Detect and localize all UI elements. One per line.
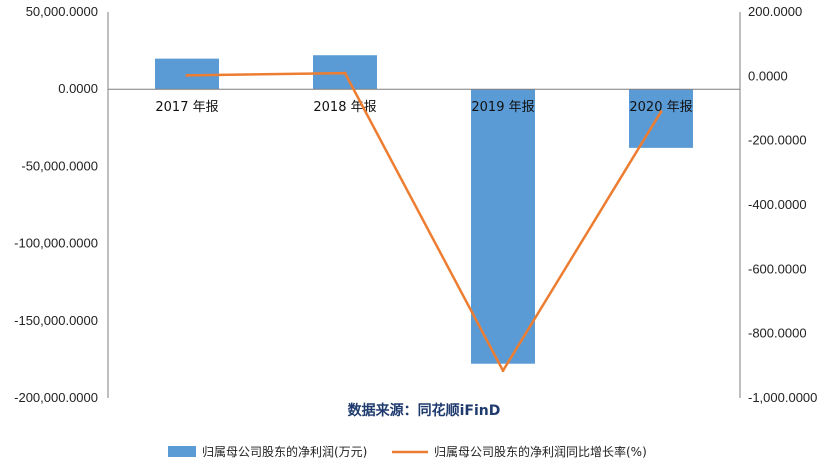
bar-series bbox=[155, 55, 693, 364]
left-tick-label: 0.0000 bbox=[58, 81, 98, 96]
category-labels: 2017 年报 2018 年报 2019 年报 2020 年报 bbox=[155, 100, 692, 115]
legend: 归属母公司股东的净利润(万元) 归属母公司股东的净利润同比增长率(%) bbox=[168, 444, 647, 459]
right-tick-label: -1,000.0000 bbox=[748, 390, 817, 405]
category-label: 2017 年报 bbox=[155, 100, 218, 115]
right-tick-label: -200.0000 bbox=[748, 133, 807, 148]
line-point bbox=[659, 110, 663, 114]
line-point bbox=[501, 369, 505, 373]
left-tick-label: -200,000.0000 bbox=[14, 390, 98, 405]
axes bbox=[107, 12, 741, 398]
right-tick-label: -800.0000 bbox=[748, 326, 807, 341]
legend-swatch-bar bbox=[168, 446, 196, 457]
bar bbox=[471, 89, 535, 364]
right-tick-label: 0.0000 bbox=[748, 68, 788, 83]
left-tick-label: -100,000.0000 bbox=[14, 236, 98, 251]
category-label: 2020 年报 bbox=[629, 100, 692, 115]
left-tick-label: -50,000.0000 bbox=[21, 158, 98, 173]
right-tick-label: -400.0000 bbox=[748, 197, 807, 212]
line-series bbox=[185, 71, 663, 373]
source-note: 数据来源：同花顺iFinD bbox=[348, 402, 501, 419]
left-tick-label: 50,000.0000 bbox=[26, 4, 98, 19]
growth-rate-line bbox=[186, 71, 663, 372]
right-tick-label: 200.0000 bbox=[748, 4, 802, 19]
category-label: 2019 年报 bbox=[471, 100, 534, 115]
right-axis-ticks: 200.0000 0.0000 -200.0000 -400.0000 -600.000… bbox=[748, 4, 817, 405]
line-point bbox=[185, 73, 189, 77]
bar bbox=[629, 89, 693, 148]
legend-label-bar: 归属母公司股东的净利润(万元) bbox=[202, 444, 367, 459]
left-tick-label: -150,000.0000 bbox=[14, 313, 98, 328]
left-axis-ticks: 50,000.0000 0.0000 -50,000.0000 -100,000.00… bbox=[14, 4, 98, 405]
legend-label-line: 归属母公司股东的净利润同比增长率(%) bbox=[434, 444, 647, 459]
right-tick-label: -600.0000 bbox=[748, 261, 807, 276]
line-point bbox=[343, 71, 347, 75]
